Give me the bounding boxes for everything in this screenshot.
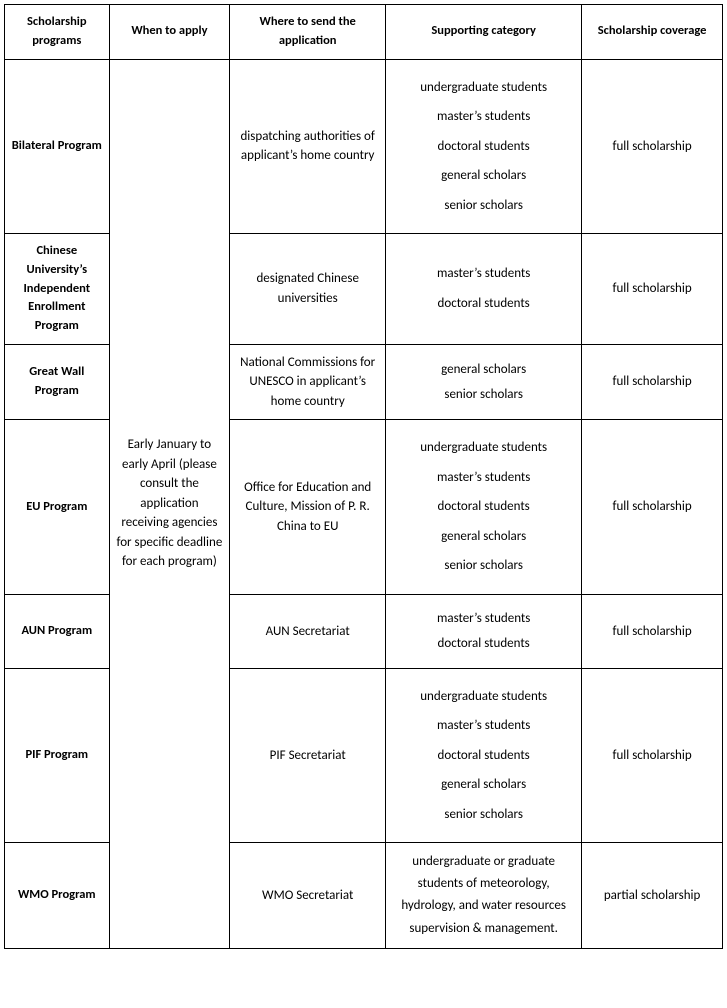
cat-item: master’s students — [392, 107, 575, 127]
cat-item: doctoral students — [392, 634, 575, 654]
cat-item: general scholars — [392, 775, 575, 795]
cat-item: master’s students — [392, 264, 575, 284]
h-coverage: Scholarship coverage — [582, 5, 723, 60]
cell-coverage: full scholarship — [582, 59, 723, 234]
cat-item: doctoral students — [392, 137, 575, 157]
cell-coverage: full scholarship — [582, 594, 723, 668]
cell-where: dispatching authorities of applicant’s h… — [230, 59, 386, 234]
cell-category: undergraduate or graduate students of me… — [386, 843, 582, 948]
cell-category: undergraduate students master’s students… — [386, 668, 582, 843]
cat-item: general scholars — [392, 166, 575, 186]
cell-when: Early January to early April (please con… — [109, 59, 230, 948]
cell-program: AUN Program — [5, 594, 110, 668]
header-row: Scholarship programs When to apply Where… — [5, 5, 723, 60]
cell-coverage: partial scholarship — [582, 843, 723, 948]
cell-program: Chinese University’s Independent Enrollm… — [5, 234, 110, 345]
cell-category: general scholars senior scholars — [386, 344, 582, 420]
row-bilateral: Bilateral Program Early January to early… — [5, 59, 723, 234]
cat-item: master’s students — [392, 716, 575, 736]
cell-where: PIF Secretariat — [230, 668, 386, 843]
cell-coverage: full scholarship — [582, 234, 723, 345]
cat-item: undergraduate students — [392, 687, 575, 707]
cat-item: master’s students — [392, 468, 575, 488]
cell-coverage: full scholarship — [582, 344, 723, 420]
cell-program: EU Program — [5, 420, 110, 595]
cell-program: Bilateral Program — [5, 59, 110, 234]
cell-program: PIF Program — [5, 668, 110, 843]
cell-category: master’s students doctoral students — [386, 234, 582, 345]
cell-where: Office for Education and Culture, Missio… — [230, 420, 386, 595]
cell-where: designated Chinese universities — [230, 234, 386, 345]
h-when: When to apply — [109, 5, 230, 60]
cat-item: senior scholars — [392, 196, 575, 216]
h-where: Where to send the application — [230, 5, 386, 60]
cat-item: master’s students — [392, 609, 575, 629]
cell-where: AUN Secretariat — [230, 594, 386, 668]
cell-coverage: full scholarship — [582, 420, 723, 595]
scholarship-table: Scholarship programs When to apply Where… — [4, 4, 723, 949]
cell-coverage: full scholarship — [582, 668, 723, 843]
cat-item: undergraduate students — [392, 438, 575, 458]
cat-item: senior scholars — [392, 385, 575, 405]
h-programs: Scholarship programs — [5, 5, 110, 60]
cell-where: WMO Secretariat — [230, 843, 386, 948]
cell-program: Great Wall Program — [5, 344, 110, 420]
cat-item: general scholars — [392, 360, 575, 380]
cat-item: undergraduate students — [392, 78, 575, 98]
h-category: Supporting category — [386, 5, 582, 60]
cat-item: general scholars — [392, 527, 575, 547]
cat-item: doctoral students — [392, 294, 575, 314]
cat-item: senior scholars — [392, 805, 575, 825]
cat-item: doctoral students — [392, 746, 575, 766]
cell-where: National Commissions for UNESCO in appli… — [230, 344, 386, 420]
cell-category: undergraduate students master’s students… — [386, 420, 582, 595]
cat-item: doctoral students — [392, 497, 575, 517]
cell-program: WMO Program — [5, 843, 110, 948]
cell-category: undergraduate students master’s students… — [386, 59, 582, 234]
cell-category: master’s students doctoral students — [386, 594, 582, 668]
cat-item: senior scholars — [392, 556, 575, 576]
